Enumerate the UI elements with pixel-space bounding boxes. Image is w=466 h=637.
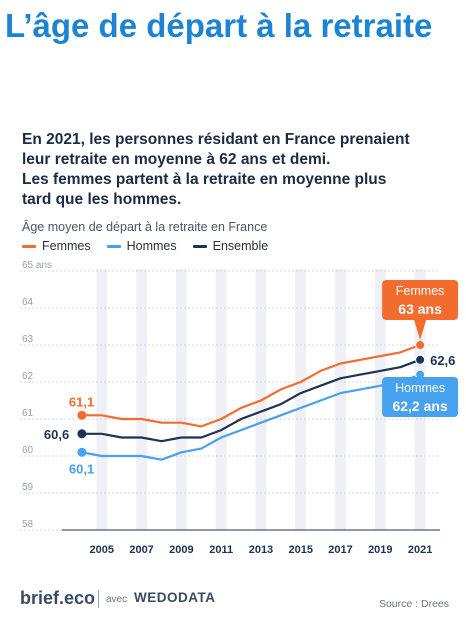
x-tick-label: 2021 [408,544,432,556]
chart-legend: Femmes Hommes Ensemble [22,239,268,253]
end-point-femmes [415,340,426,350]
intro-line: En 2021, les personnes résidant en Franc… [22,131,410,148]
y-tick-label: 59 [22,482,34,493]
legend-item-ensemble: Ensemble [192,239,269,253]
source-note: Source : Drees [378,598,449,610]
x-tick-label: 2017 [328,544,352,556]
data-label-hommes-start: 60,1 [69,461,94,476]
y-tick-label: 60 [22,445,34,456]
x-tick-label: 2009 [169,544,193,556]
x-tick-label: 2005 [90,544,114,556]
page-title: L’âge de départ à la retraite [5,7,433,44]
footer-avec: avec [106,594,128,605]
partner-logo: WEDODATA [134,590,216,605]
year-band [295,269,307,530]
chart-subtitle: Âge moyen de départ à la retraite en Fra… [22,220,268,234]
footer-divider [98,590,99,608]
legend-label-femmes: Femmes [42,239,91,253]
start-point-ensemble [77,429,87,439]
year-band [96,269,108,530]
series-line-ensemble [81,358,421,443]
x-tick-label: 2011 [209,544,233,556]
year-band [374,269,386,530]
x-tick-label: 2019 [368,544,392,556]
data-label-ensemble-start: 60,6 [44,427,69,442]
callout-femmes-pointer [414,320,427,340]
legend-swatch-ensemble [192,244,207,248]
callout-femmes-box [382,280,459,320]
year-band [215,269,227,530]
data-label-femmes-start: 61,1 [69,394,94,409]
legend-label-hommes: Hommes [126,239,177,253]
callout-hommes-line1: Hommes [395,381,445,395]
brand-logo: brief.eco [20,588,96,608]
x-tick-label: 2007 [129,544,153,556]
legend-label-ensemble: Ensemble [212,239,269,253]
x-tick-label: 2013 [249,544,273,556]
start-point-femmes [77,410,87,420]
series-line-femmes [81,343,421,428]
y-tick-label: 61 [22,408,34,419]
legend-swatch-femmes [22,244,36,248]
legend-swatch-hommes [106,244,121,248]
y-tick-label: 63 [22,334,34,345]
callout-femmes-line2: 63 ans [398,301,442,317]
callout-hommes-pointer [414,377,427,380]
intro-line: tard que les hommes. [22,191,182,208]
year-band [175,269,187,530]
end-point-ensemble [415,354,426,365]
y-tick-label: 62 [22,371,34,382]
start-point-hommes [77,447,87,457]
callout-hommes-line2: 62,2 ans [392,398,447,414]
year-band [335,269,346,530]
legend-item-femmes: Femmes [22,239,91,253]
intro-line: leur retraite en moyenne à 62 ans et dem… [22,151,331,168]
y-tick-label: 64 [22,297,34,308]
callout-hommes-box [382,377,459,417]
x-tick-label: 2015 [288,544,312,556]
year-band [136,269,148,530]
y-tick-label: 65 ans [22,260,52,271]
series-line-hommes [81,373,421,461]
callout-femmes-line1: Femmes [396,284,445,298]
legend-item-hommes: Hommes [106,239,177,253]
data-label-ensemble-end: 62,6 [430,353,455,368]
intro-line: Les femmes partent à la retraite en moye… [22,171,387,188]
intro-text: En 2021, les personnes résidant en Franc… [22,130,462,210]
y-tick-label: 58 [22,519,34,530]
